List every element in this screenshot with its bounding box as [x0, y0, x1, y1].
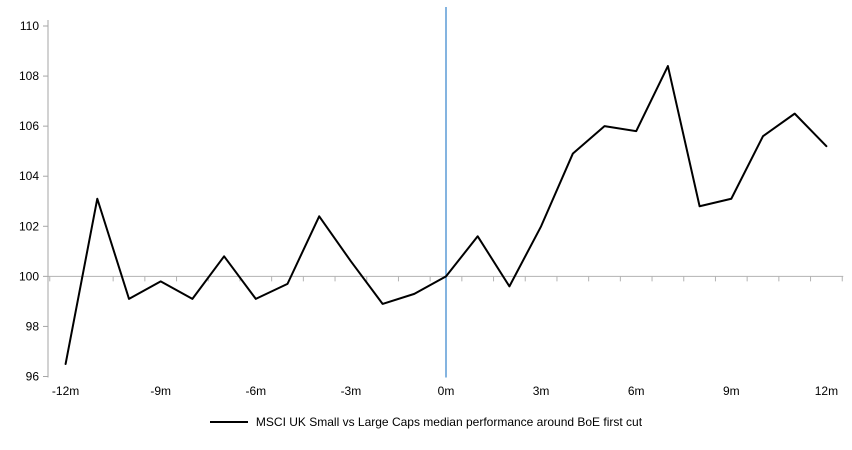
legend-label: MSCI UK Small vs Large Caps median perfo… — [255, 415, 643, 429]
y-tick-label: 106 — [19, 119, 39, 133]
y-tick-label: 100 — [19, 269, 39, 283]
performance-line-chart: 96 98 100 102 104 106 108 110 -12m -9m -6m -3m 0m 3m 6… — [19, 7, 844, 398]
y-tick-label: 108 — [19, 69, 39, 83]
x-tick-label: 12m — [815, 384, 838, 398]
x-tick-label: 6m — [628, 384, 645, 398]
x-tick-label: 9m — [723, 384, 740, 398]
y-tick-label: 98 — [26, 319, 40, 333]
x-tick-label: -6m — [245, 384, 266, 398]
y-tick-label: 96 — [26, 370, 40, 384]
legend: MSCI UK Small vs Large Caps median perfo… — [0, 415, 852, 429]
y-tick-label: 110 — [20, 19, 39, 33]
x-tick-label: 0m — [438, 384, 455, 398]
y-tick-label: 102 — [19, 219, 39, 233]
y-tick-label: 104 — [19, 169, 39, 183]
x-tick-label: -9m — [150, 384, 171, 398]
series-line — [64, 65, 828, 365]
x-tick-label: -3m — [341, 384, 362, 398]
x-tick-label: 3m — [533, 384, 550, 398]
legend-line-marker — [209, 421, 248, 423]
x-tick-label: -12m — [52, 384, 79, 398]
